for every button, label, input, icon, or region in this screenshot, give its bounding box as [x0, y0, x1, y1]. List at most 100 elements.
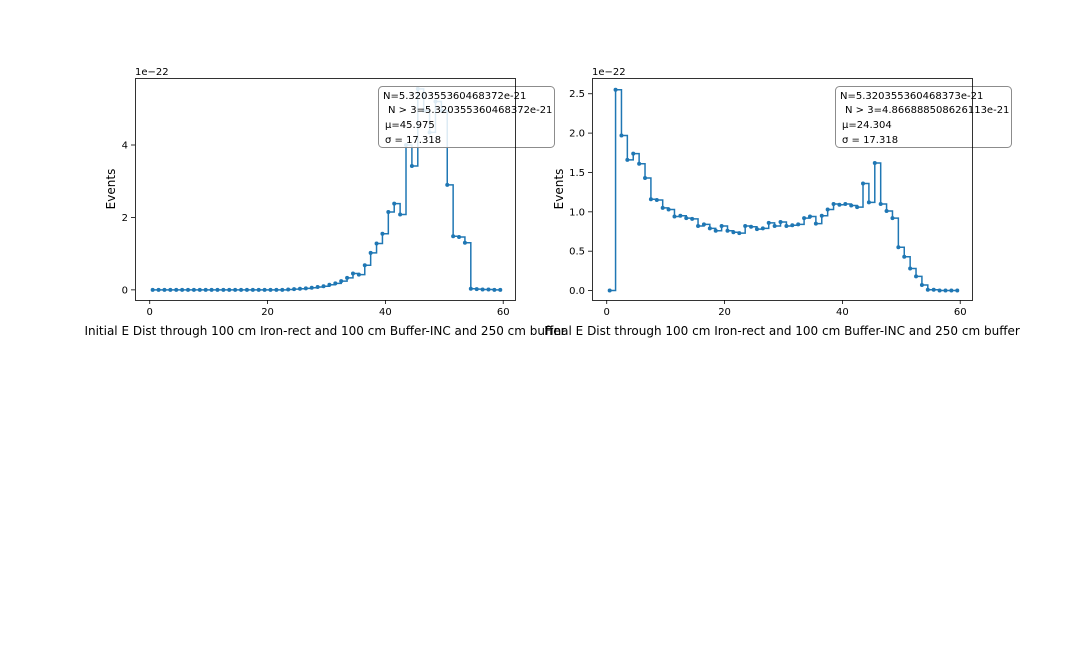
y-tick-label: 1.5: [569, 168, 585, 179]
data-point: [398, 212, 403, 217]
data-point: [719, 224, 724, 228]
data-point: [168, 287, 173, 292]
data-point: [802, 216, 807, 221]
data-point: [843, 201, 848, 206]
data-point: [790, 223, 795, 228]
data-point: [156, 287, 161, 292]
stats-box-final: N=5.320355360468373e-21 N > 3=4.86688850…: [835, 86, 1012, 148]
data-point: [186, 287, 191, 292]
data-point: [256, 287, 261, 292]
y-tick-label: 2.0: [569, 129, 585, 140]
data-point: [731, 230, 736, 235]
stats-line: μ=24.304: [842, 120, 892, 131]
data-point: [150, 287, 155, 292]
data-point: [743, 224, 748, 228]
data-point: [368, 250, 373, 255]
data-point: [925, 287, 930, 292]
offset-label-initial: 1e−22: [135, 67, 169, 78]
data-point: [315, 284, 320, 289]
data-point: [807, 214, 812, 219]
data-point: [333, 281, 338, 286]
data-point: [492, 287, 497, 292]
y-tick-label: 2: [122, 213, 128, 224]
data-point: [896, 245, 901, 250]
data-point: [451, 234, 456, 239]
data-point: [345, 275, 350, 280]
data-point: [919, 283, 924, 288]
data-point: [286, 287, 291, 292]
data-point: [221, 287, 226, 292]
data-point: [339, 279, 344, 284]
data-point: [445, 182, 450, 187]
data-point: [648, 197, 653, 202]
data-point: [297, 286, 302, 291]
x-tick-label: 20: [718, 307, 731, 318]
data-point: [215, 287, 220, 292]
data-point: [233, 287, 238, 292]
data-point: [374, 241, 379, 246]
data-point: [613, 87, 618, 92]
y-axis-label-final: Events: [552, 169, 566, 210]
data-point: [772, 224, 777, 228]
data-point: [725, 228, 730, 233]
data-point: [660, 205, 665, 210]
data-point: [362, 263, 367, 268]
data-point: [784, 224, 789, 228]
data-point: [866, 200, 871, 205]
data-point: [878, 201, 883, 206]
data-point: [908, 266, 913, 271]
data-point: [819, 213, 824, 218]
data-point: [949, 288, 954, 293]
data-point: [386, 210, 391, 214]
data-point: [191, 287, 196, 292]
data-point: [955, 288, 960, 293]
data-point: [643, 175, 648, 180]
data-point: [280, 287, 285, 292]
data-point: [625, 157, 630, 162]
x-axis-label-initial: Initial E Dist through 100 cm Iron-rect …: [84, 324, 565, 338]
data-point: [327, 282, 332, 287]
data-point: [825, 207, 830, 212]
data-point: [250, 287, 255, 292]
offset-label-final: 1e−22: [592, 67, 626, 78]
data-point: [902, 254, 907, 259]
data-point: [321, 284, 326, 289]
data-point: [380, 231, 385, 236]
x-tick-label: 0: [147, 307, 153, 318]
stats-box-initial: N=5.320355360468372e-21 N > 3=5.32035536…: [378, 86, 555, 148]
data-point: [174, 287, 179, 292]
data-point: [884, 209, 889, 214]
data-point: [890, 216, 895, 221]
data-point: [392, 201, 397, 206]
data-point: [203, 287, 208, 292]
stats-box-frame: [835, 86, 1012, 148]
data-point: [914, 274, 919, 279]
data-point: [931, 287, 936, 292]
data-point: [766, 220, 771, 225]
data-point: [462, 240, 467, 245]
stats-line: μ=45.975: [385, 120, 435, 131]
data-point: [474, 287, 479, 292]
x-tick-label: 0: [604, 307, 610, 318]
data-point: [486, 287, 491, 292]
data-point: [498, 287, 503, 292]
axes-frame: [135, 78, 516, 301]
x-tick-label: 40: [379, 307, 392, 318]
data-point: [943, 288, 948, 293]
data-point: [457, 234, 462, 239]
data-point: [754, 227, 759, 232]
x-axis-label-final: Final E Dist through 100 cm Iron-rect an…: [544, 324, 1020, 338]
data-point: [274, 287, 279, 292]
stats-box-frame: [378, 86, 555, 148]
data-point: [480, 287, 485, 292]
y-tick-label: 0: [122, 285, 128, 296]
data-point: [707, 226, 712, 231]
data-point: [268, 287, 273, 292]
data-point: [696, 224, 701, 228]
y-tick-label: 4: [122, 140, 128, 151]
data-point: [209, 287, 214, 292]
x-tick-label: 40: [836, 307, 849, 318]
y-tick-label: 0.5: [569, 247, 585, 258]
data-point: [239, 287, 244, 292]
